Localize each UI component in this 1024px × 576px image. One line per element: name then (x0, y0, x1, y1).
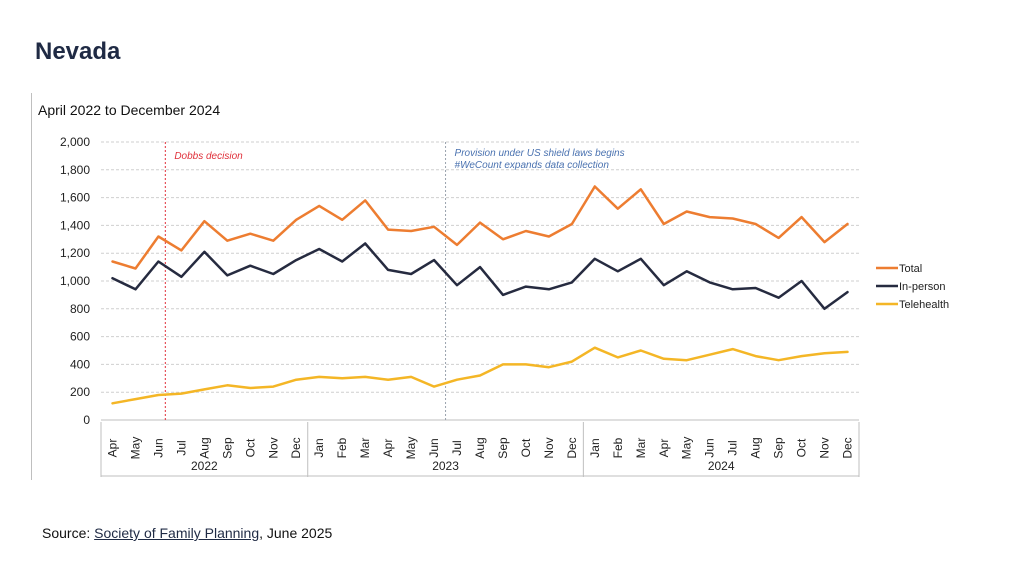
annotation-label: #WeCount expands data collection (455, 160, 610, 171)
source-suffix: , June 2025 (259, 525, 333, 541)
x-tick-label-month: Aug (197, 437, 211, 458)
x-tick-label-month: Mar (358, 438, 372, 459)
x-tick-label-month: Jul (450, 440, 464, 455)
x-tick-label-month: Oct (243, 438, 257, 457)
y-tick-label: 1,600 (60, 191, 90, 205)
x-tick-label-month: Nov (266, 437, 280, 458)
y-tick-label: 2,000 (60, 135, 90, 149)
y-tick-label: 1,400 (60, 218, 90, 232)
x-tick-label-month: Mar (634, 438, 648, 459)
x-tick-label-month: Sep (772, 437, 786, 459)
x-tick-label-month: May (404, 437, 418, 460)
y-tick-label: 1,800 (60, 163, 90, 177)
x-tick-label-month: Apr (105, 439, 119, 458)
annotation-label: Dobbs decision (174, 151, 243, 162)
x-tick-label-month: Feb (611, 437, 625, 458)
x-tick-label-month: Jun (151, 438, 165, 457)
x-tick-label-month: Dec (565, 437, 579, 458)
year-label: 2024 (708, 459, 735, 473)
source-prefix: Source: (42, 525, 95, 541)
source-link[interactable]: Society of Family Planning (94, 525, 260, 541)
y-tick-label: 800 (70, 302, 90, 316)
chart-title: April 2022 to December 2024 (38, 102, 221, 118)
legend-label: In-person (899, 281, 945, 293)
x-tick-label-month: Apr (381, 439, 395, 458)
legend-label: Total (899, 263, 922, 275)
chart-frame-rule (31, 93, 32, 480)
x-tick-label-month: Sep (220, 437, 234, 459)
year-label: 2022 (191, 459, 218, 473)
x-tick-label-month: May (128, 437, 142, 460)
x-tick-label-month: Jul (174, 440, 188, 455)
page-title: Nevada (35, 38, 121, 65)
x-tick-label-month: Sep (496, 437, 510, 459)
x-tick-label-month: Jul (726, 440, 740, 455)
x-tick-label-month: Oct (519, 438, 533, 457)
y-tick-label: 1,000 (60, 274, 90, 288)
y-tick-label: 200 (70, 385, 90, 399)
x-tick-label-month: Aug (473, 437, 487, 458)
y-tick-label: 400 (70, 357, 90, 371)
legend-label: Telehealth (899, 299, 949, 311)
x-tick-label-month: Jun (427, 438, 441, 457)
x-tick-label-month: Apr (657, 439, 671, 458)
y-tick-label: 1,200 (60, 246, 90, 260)
x-tick-label-month: Nov (542, 437, 556, 458)
annotation-label: Provision under US shield laws begins (455, 148, 625, 159)
x-tick-label-month: May (680, 437, 694, 460)
x-tick-label-month: Feb (335, 437, 349, 458)
source-note: Source: Society of Family Planning, June… (42, 525, 332, 541)
x-tick-label-month: Nov (818, 437, 832, 458)
series-line-total (111, 185, 849, 270)
x-tick-label-month: Dec (289, 437, 303, 458)
x-tick-label-month: Dec (841, 437, 855, 458)
x-tick-label-month: Aug (749, 437, 763, 458)
x-tick-label-month: Jan (312, 438, 326, 457)
y-tick-label: 600 (70, 330, 90, 344)
y-tick-label: 0 (83, 413, 90, 427)
year-label: 2023 (432, 459, 459, 473)
x-tick-label-month: Oct (795, 438, 809, 457)
series-line-in-person (111, 242, 849, 311)
x-tick-label-month: Jan (588, 438, 602, 457)
series-line-telehealth (111, 346, 849, 405)
x-tick-label-month: Jun (703, 438, 717, 457)
